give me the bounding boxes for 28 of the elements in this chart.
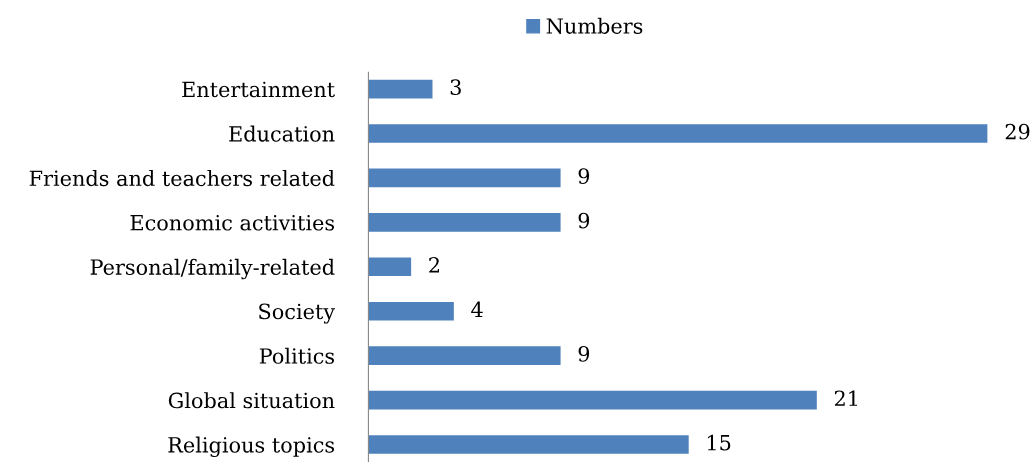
bar <box>368 124 988 143</box>
bar <box>368 346 561 365</box>
data-label: 4 <box>471 301 483 317</box>
data-label: 21 <box>834 390 858 406</box>
data-label: 15 <box>707 434 731 451</box>
data-label: 2 <box>429 257 440 273</box>
bar <box>368 213 561 232</box>
bar <box>368 390 817 410</box>
y-tick-label: Politics <box>259 347 335 364</box>
data-label: 9 <box>578 212 590 229</box>
legend-label: Numbers <box>546 17 643 34</box>
data-label: 9 <box>578 345 590 362</box>
y-tick-label: Society <box>259 303 336 324</box>
bar <box>368 79 433 99</box>
data-label: 29 <box>1005 123 1030 140</box>
y-tick-label: Education <box>229 125 335 142</box>
bar <box>368 435 689 454</box>
bar <box>368 168 561 188</box>
y-tick-label: Religious topics <box>168 436 335 458</box>
bar <box>368 257 412 277</box>
y-tick-label: Global situation <box>168 392 335 409</box>
y-tick-label: Friends and teachers related <box>29 170 335 187</box>
bar <box>368 301 454 321</box>
data-label: 3 <box>450 79 461 96</box>
data-label: 9 <box>578 168 590 184</box>
y-tick-label: Personal/family-related <box>90 258 335 280</box>
y-tick-label: Entertainment <box>182 81 335 98</box>
y-tick-label: Economic activities <box>130 214 335 231</box>
